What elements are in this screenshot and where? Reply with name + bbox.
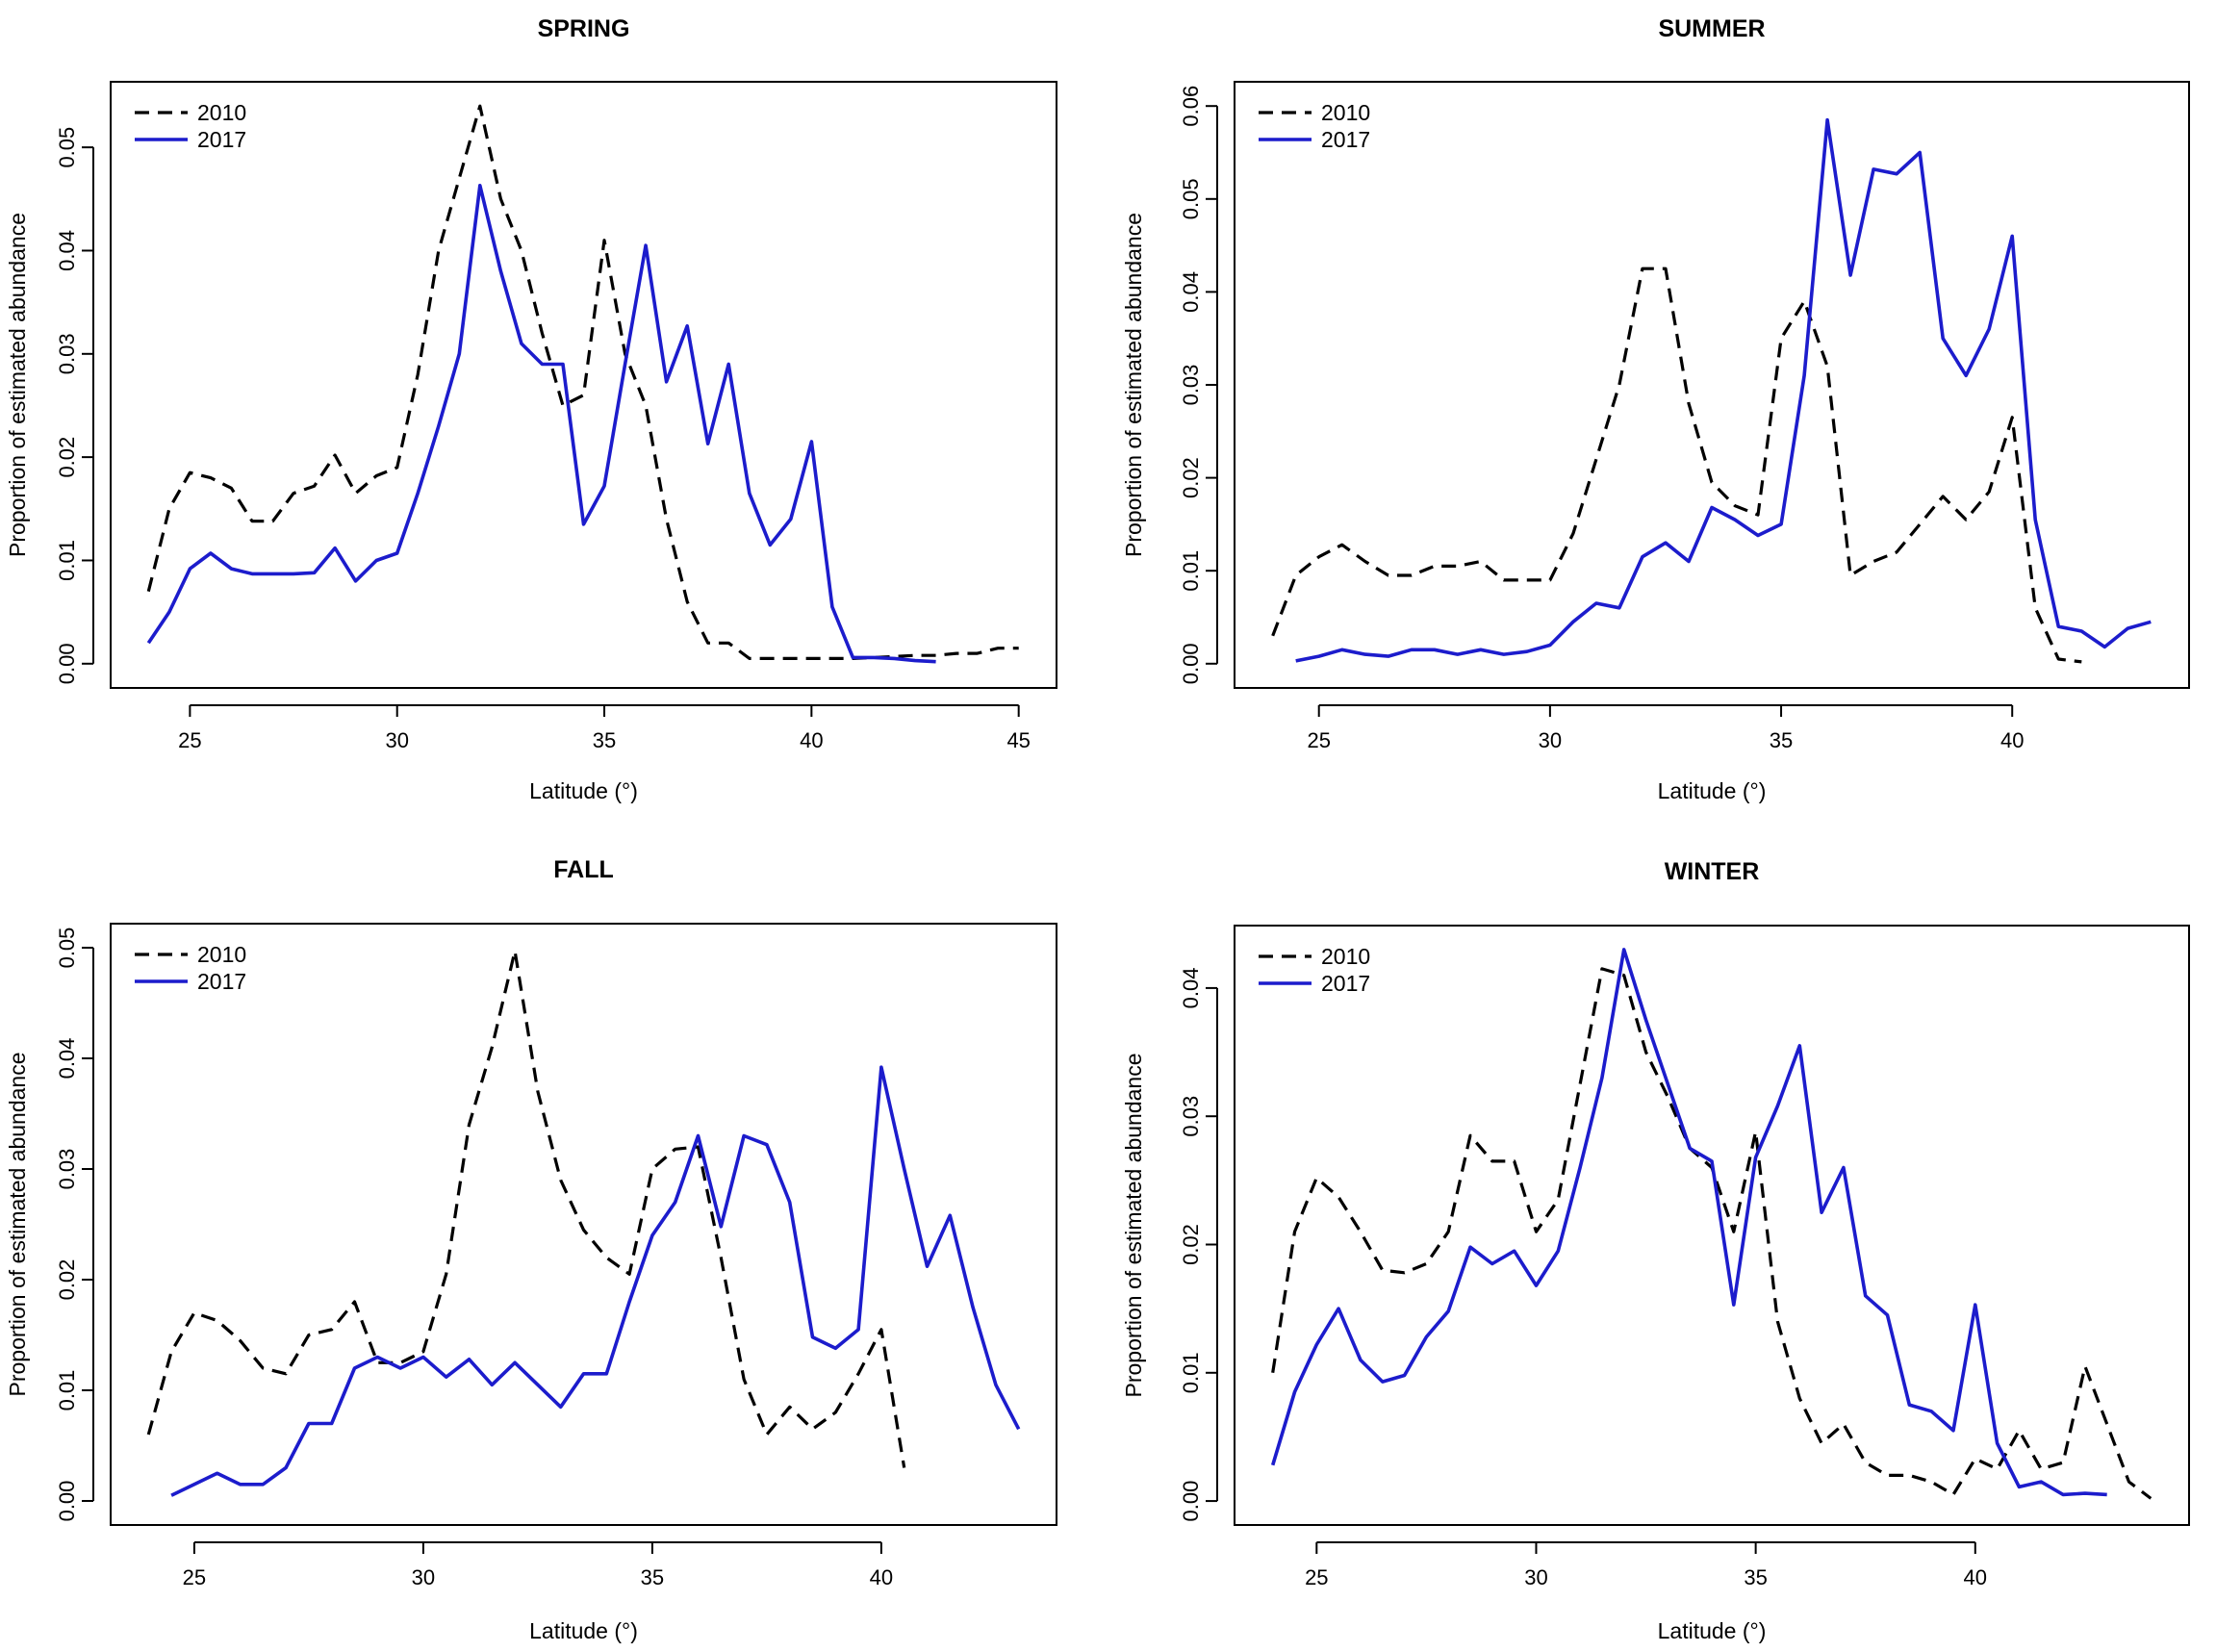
series-line-2010: [146, 104, 1019, 661]
x-tick-label: 35: [1770, 728, 1793, 752]
y-tick-label: 0.00: [55, 1481, 79, 1522]
x-tick-label: 40: [870, 1565, 893, 1589]
series-line-2010: [146, 949, 906, 1468]
series-line-2017: [1295, 117, 2152, 663]
series-line-2010: [1271, 967, 2152, 1500]
plot-area: [110, 923, 1057, 1526]
y-tick-label: 0.02: [1179, 1224, 1203, 1265]
x-tick-label: 25: [1307, 728, 1330, 752]
x-tick-label: 30: [1539, 728, 1562, 752]
y-tick-label: 0.05: [1179, 178, 1203, 219]
y-tick-label: 0.03: [55, 1149, 79, 1190]
series-line-2017: [170, 1065, 1021, 1497]
panel-fall: FALL 25 30 35 40 Latitude (°) 0.00 0.01 0.02 0.03…: [5, 856, 1057, 1643]
panel-title: SPRING: [538, 15, 630, 42]
y-tick-label: 0.04: [1179, 967, 1203, 1008]
y-tick-label: 0.04: [1179, 271, 1203, 313]
series-line-2010: [1271, 267, 2082, 664]
x-axis-label: Latitude (°): [1658, 778, 1767, 803]
y-tick-label: 0.01: [1179, 550, 1203, 592]
y-tick-label: 0.03: [55, 333, 79, 374]
legend-label-2010: 2010: [1321, 100, 1370, 125]
x-tick-label: 30: [1524, 1565, 1547, 1589]
y-tick-label: 0.05: [55, 127, 79, 168]
legend-label-2010: 2010: [197, 942, 246, 967]
panel-spring: SPRING 25 30 35 40 45 Latitude (°) 0.00 0.01 0.02…: [5, 15, 1057, 803]
x-tick-label: 40: [800, 728, 823, 752]
y-axis-label: Proportion of estimated abundance: [1121, 213, 1146, 557]
y-tick-label: 0.02: [1179, 457, 1203, 498]
x-tick-label: 45: [1006, 728, 1030, 752]
x-tick-label: 35: [641, 1565, 664, 1589]
legend-label-2017: 2017: [197, 127, 246, 152]
series-line-2017: [1270, 948, 2107, 1497]
y-axis-label: Proportion of estimated abundance: [1121, 1053, 1146, 1397]
panel-title: SUMMER: [1658, 15, 1765, 42]
panel-title: WINTER: [1665, 858, 1760, 885]
y-tick-label: 0.02: [55, 437, 79, 478]
y-axis-label: Proportion of estimated abundance: [5, 213, 30, 557]
y-tick-label: 0.00: [1179, 1481, 1203, 1522]
x-tick-label: 25: [178, 728, 201, 752]
y-tick-label: 0.01: [55, 1370, 79, 1411]
y-tick-label: 0.00: [55, 643, 79, 684]
y-tick-label: 0.06: [1179, 86, 1203, 127]
legend-label-2017: 2017: [1321, 971, 1370, 996]
x-tick-label: 25: [183, 1565, 206, 1589]
y-axis-label: Proportion of estimated abundance: [5, 1052, 30, 1396]
x-axis-label: Latitude (°): [1658, 1618, 1767, 1643]
y-tick-label: 0.03: [1179, 365, 1203, 406]
x-tick-label: 25: [1305, 1565, 1328, 1589]
y-tick-label: 0.00: [1179, 643, 1203, 684]
panel-summer: SUMMER 25 30 35 40 Latitude (°) 0.00 0.01 0.02 0.…: [1121, 15, 2190, 803]
x-tick-label: 35: [1744, 1565, 1767, 1589]
legend-label-2017: 2017: [1321, 127, 1370, 152]
x-axis-label: Latitude (°): [529, 1618, 638, 1643]
plot-area: [110, 81, 1057, 689]
x-tick-label: 40: [1964, 1565, 1987, 1589]
y-tick-label: 0.05: [55, 928, 79, 969]
plot-area: [1234, 925, 2190, 1526]
x-axis-label: Latitude (°): [529, 778, 638, 803]
panel-winter: WINTER 25 30 35 40 Latitude (°) 0.00 0.01 0.02 0.…: [1121, 858, 2190, 1643]
y-tick-label: 0.04: [55, 230, 79, 271]
series-line-2017: [146, 184, 936, 664]
y-tick-label: 0.04: [55, 1038, 79, 1080]
y-tick-label: 0.02: [55, 1259, 79, 1301]
legend-label-2010: 2010: [1321, 944, 1370, 969]
x-tick-label: 30: [385, 728, 408, 752]
panel-title: FALL: [553, 856, 614, 883]
y-tick-label: 0.01: [55, 540, 79, 581]
plot-area: [1234, 81, 2190, 689]
x-tick-label: 35: [593, 728, 616, 752]
x-tick-label: 30: [412, 1565, 435, 1589]
x-tick-label: 40: [2000, 728, 2024, 752]
legend-label-2017: 2017: [197, 969, 246, 994]
y-tick-label: 0.01: [1179, 1352, 1203, 1393]
y-tick-label: 0.03: [1179, 1096, 1203, 1137]
legend-label-2010: 2010: [197, 100, 246, 125]
